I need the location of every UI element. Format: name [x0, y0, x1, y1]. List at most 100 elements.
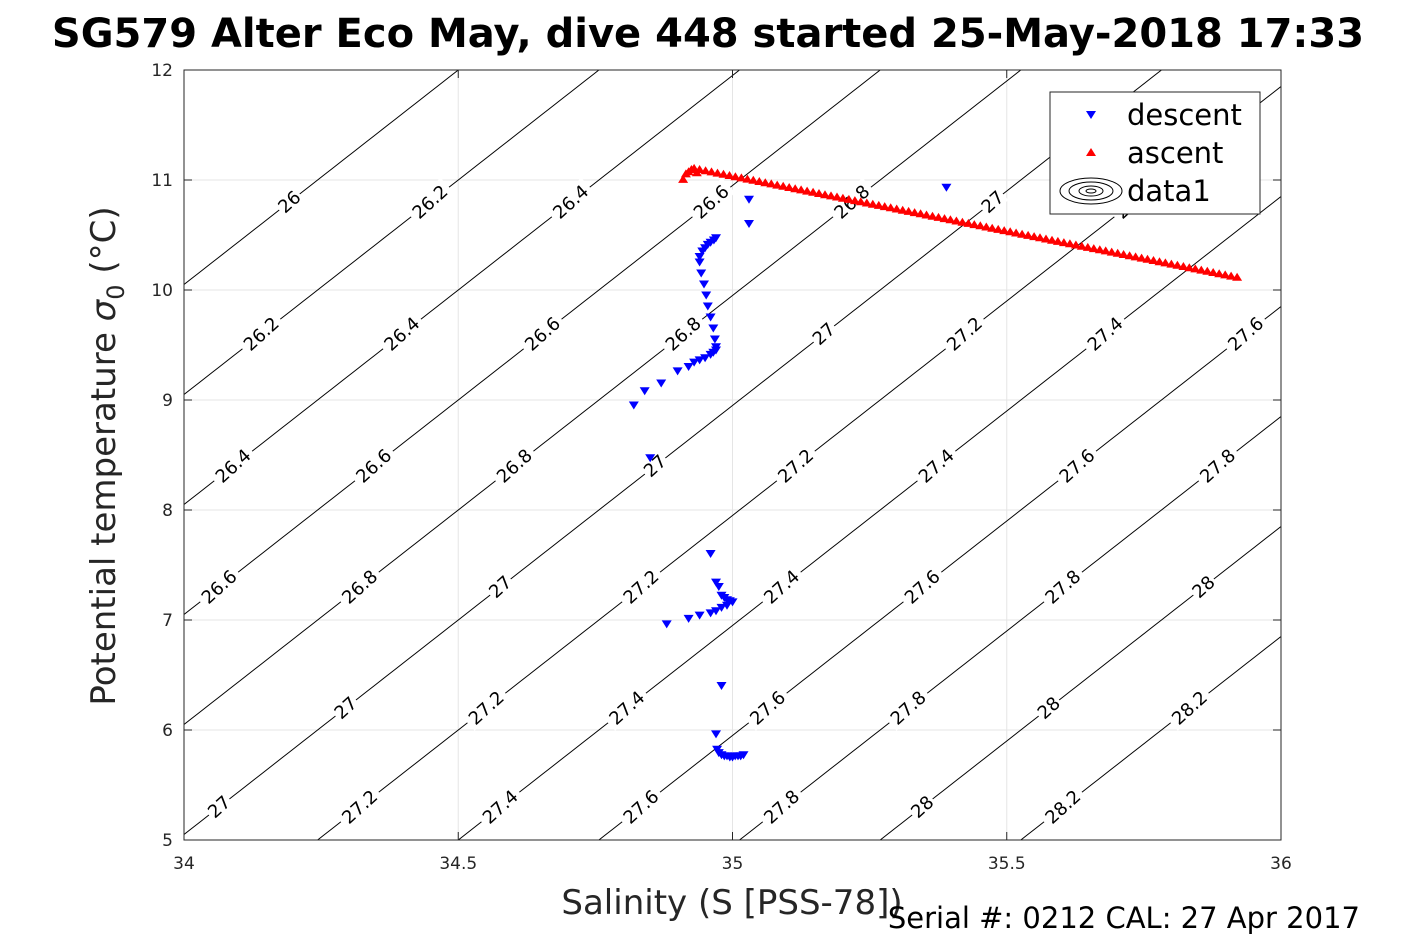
- ascent-point: [1076, 241, 1087, 250]
- ascent-point: [1154, 257, 1165, 266]
- y-tick-label: 6: [162, 721, 173, 741]
- density-contour-label: 27.4: [601, 683, 651, 731]
- y-tick-label: 5: [162, 831, 173, 851]
- ascent-point: [1226, 271, 1237, 280]
- density-contour-label: 27.8: [1037, 562, 1087, 610]
- x-tick-label: 36: [1270, 854, 1292, 874]
- y-axis-label-main: Potential temperature: [84, 321, 124, 705]
- ascent-point: [1208, 268, 1219, 276]
- descent-point: [697, 247, 708, 256]
- chart-title: SG579 Alter Eco May, dive 448 started 25…: [52, 11, 1364, 57]
- density-contour-label: 27.4: [1080, 309, 1130, 357]
- ascent-point: [1058, 238, 1069, 247]
- ascent-point: [849, 196, 860, 205]
- density-contour-label: 26.8: [658, 309, 708, 357]
- density-contour-label: 28: [1031, 691, 1065, 724]
- density-contour-label: 26.8: [489, 441, 539, 489]
- svg-text:27: 27: [640, 451, 671, 482]
- density-contour-label: 28.2: [1037, 782, 1087, 830]
- legend-descent-label: descent: [1127, 98, 1242, 132]
- descent-point: [711, 578, 721, 587]
- ascent-point: [861, 198, 872, 207]
- ascent-point: [999, 226, 1010, 235]
- ascent-point: [784, 183, 795, 191]
- ascent-point: [742, 174, 753, 183]
- ascent-point: [1112, 248, 1123, 257]
- ascent-point: [832, 192, 842, 201]
- x-axis-label: Salinity (S [PSS-78]): [561, 883, 902, 923]
- ascent-point: [939, 214, 950, 223]
- descent-point: [694, 258, 705, 267]
- ascent-point: [1005, 227, 1016, 236]
- density-contour-label: 26.4: [208, 441, 258, 489]
- descent-point: [696, 269, 707, 278]
- ascent-point: [879, 202, 890, 211]
- descent-point: [941, 183, 952, 192]
- ascent-point: [987, 223, 998, 232]
- density-contour-label: 27: [328, 691, 362, 724]
- legend-box: [1049, 91, 1261, 215]
- ascent-point: [993, 224, 1004, 233]
- ascent-point: [975, 221, 986, 230]
- descent-point: [713, 583, 724, 591]
- legend-data1-label: data1: [1127, 174, 1211, 208]
- density-contour-label: 27: [975, 185, 1009, 218]
- density-contour-label: 27.6: [1051, 441, 1101, 489]
- ascent-point: [951, 216, 962, 225]
- ascent-point: [1023, 230, 1034, 239]
- ascent-point: [1130, 252, 1141, 261]
- ascent-point: [808, 187, 819, 196]
- descent-point: [716, 603, 727, 612]
- descent-point: [702, 302, 713, 311]
- descent-point: [645, 454, 656, 463]
- ascent-point: [1220, 270, 1231, 279]
- ascent-point: [1047, 235, 1057, 244]
- axis-ticks: 34 34.5 35 35.5 36 5 6 7 8 9 10 11 12: [151, 61, 1291, 874]
- svg-text:28: 28: [907, 792, 938, 823]
- descent-point: [694, 356, 705, 365]
- x-tick-label: 34.5: [439, 854, 477, 874]
- svg-text:27: 27: [330, 693, 361, 724]
- ascent-point: [1052, 236, 1063, 245]
- x-tick-label: 34: [173, 854, 195, 874]
- density-contour-label: 26.6: [686, 177, 736, 225]
- density-contour-label: 26.6: [194, 562, 244, 610]
- svg-text:27: 27: [204, 792, 235, 823]
- ascent-point: [1202, 266, 1213, 275]
- data-points: [628, 163, 1243, 762]
- ascent-point: [790, 184, 801, 193]
- legend-ascent-marker: [1086, 148, 1096, 156]
- density-contour-label: 27.4: [475, 782, 525, 830]
- ascent-point: [1094, 245, 1105, 254]
- ascent-point: [724, 171, 735, 179]
- ascent-point: [873, 200, 884, 209]
- ascent-point: [915, 209, 926, 218]
- ascent-point: [945, 215, 956, 224]
- ascent-point: [969, 220, 980, 229]
- ascent-point: [1214, 269, 1225, 278]
- descent-point: [708, 324, 719, 333]
- ascent-point: [921, 210, 932, 219]
- descent-point: [744, 220, 754, 228]
- y-axis-label-sigma: σ: [84, 298, 124, 321]
- descent-point: [722, 601, 732, 610]
- density-contour-label: 28: [1186, 570, 1219, 603]
- ascent-point: [897, 205, 908, 214]
- density-contour-label: 27.6: [615, 782, 665, 830]
- density-contour-label: 26.4: [545, 177, 595, 225]
- density-contour-label: 26.8: [334, 562, 384, 610]
- ascent-point: [778, 181, 789, 190]
- svg-text:27: 27: [977, 187, 1008, 218]
- descent-point: [699, 280, 709, 289]
- svg-text:27: 27: [809, 319, 840, 350]
- density-contour-label: 27: [202, 790, 235, 823]
- descent-point: [705, 350, 716, 359]
- descent-point: [705, 609, 716, 618]
- ascent-point: [748, 175, 759, 184]
- descent-point: [701, 291, 712, 300]
- legend-ascent-label: ascent: [1127, 136, 1223, 170]
- ascent-point: [1178, 262, 1189, 270]
- density-contour-label: 28: [905, 790, 938, 823]
- ascent-point: [730, 172, 741, 181]
- descent-point: [656, 379, 667, 388]
